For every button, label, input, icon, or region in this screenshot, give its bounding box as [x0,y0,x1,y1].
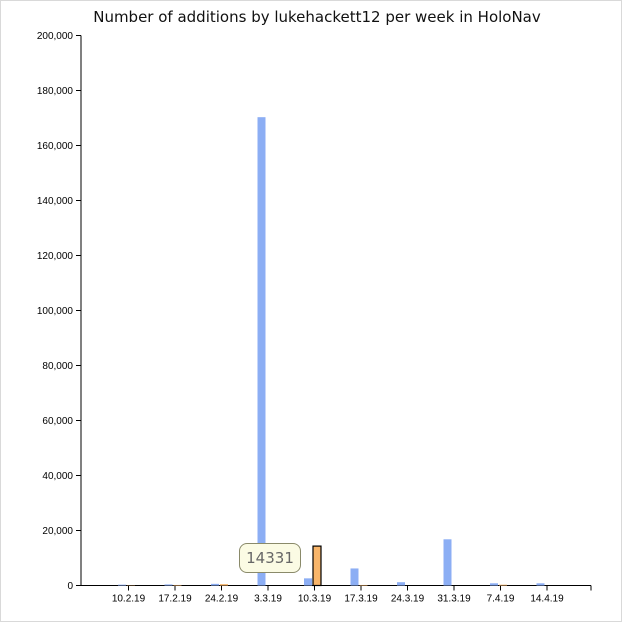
x-tick-label: 17.2.19 [158,594,192,605]
y-tick-label: 180,000 [37,86,74,97]
bar [165,584,173,585]
value-tooltip: 14331 [239,543,301,573]
bar [258,117,266,585]
bar [174,585,182,586]
bar [499,585,507,586]
y-tick-label: 20,000 [42,526,73,537]
bar [220,584,228,585]
y-tick-label: 80,000 [42,361,73,372]
bar [397,582,405,585]
bar [360,585,368,586]
x-tick-label: 17.3.19 [344,594,378,605]
x-tick-label: 24.3.19 [391,594,425,605]
y-tick-label: 60,000 [42,416,73,427]
bar [537,583,545,585]
bar [444,539,452,585]
y-tick-label: 40,000 [42,471,73,482]
bar [118,585,126,586]
bar [490,583,498,585]
x-tick-label: 24.2.19 [205,594,239,605]
y-tick-label: 200,000 [37,31,74,42]
y-tick-label: 160,000 [37,141,74,152]
bar [211,584,219,586]
y-tick-label: 0 [67,581,73,592]
y-tick-label: 140,000 [37,196,74,207]
x-tick-label: 10.3.19 [298,594,332,605]
y-tick-label: 120,000 [37,251,74,262]
bar [304,578,312,585]
x-tick-label: 14.4.19 [530,594,564,605]
x-tick-label: 31.3.19 [437,594,471,605]
bar-highlighted [313,546,321,585]
x-tick-label: 3.3.19 [254,594,282,605]
x-tick-label: 7.4.19 [487,594,515,605]
bar [351,568,359,585]
y-tick-label: 100,000 [37,306,74,317]
x-tick-label: 10.2.19 [112,594,146,605]
